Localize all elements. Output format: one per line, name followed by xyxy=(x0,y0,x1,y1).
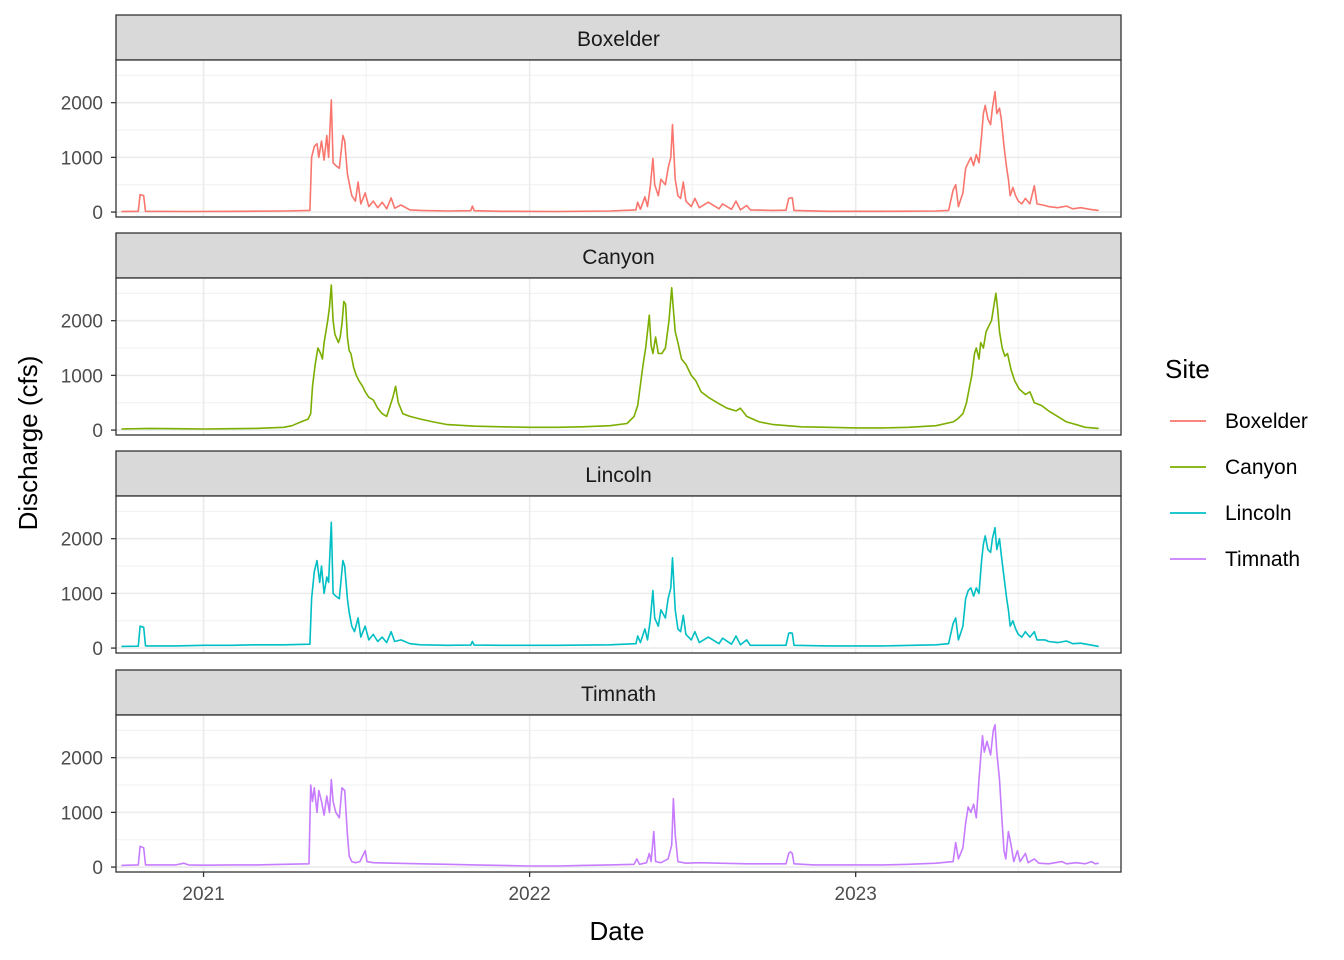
facet-panel-timnath: Timnath 0 1000 2000 xyxy=(61,669,1122,879)
legend: Site Boxelder Canyon Lincoln Timnath xyxy=(1165,354,1308,571)
series-line-boxelder xyxy=(121,90,1099,213)
y-tick-label: 2000 xyxy=(61,749,103,770)
facet-strip-canyon xyxy=(115,232,1122,279)
facet-strip-label-boxelder: Boxelder xyxy=(577,28,660,51)
y-tick-label: 1000 xyxy=(61,148,103,169)
y-tick-label: 0 xyxy=(92,858,103,879)
plot-background-lincoln xyxy=(116,496,1121,653)
plot-background-boxelder xyxy=(116,60,1121,217)
legend-entry-boxelder: Boxelder xyxy=(1170,410,1308,433)
facet-strip-label-lincoln: Lincoln xyxy=(585,464,652,487)
legend-entry-lincoln: Lincoln xyxy=(1170,502,1292,525)
legend-entry-timnath: Timnath xyxy=(1170,548,1300,571)
facet-strip-lincoln xyxy=(115,450,1122,497)
panel-border-boxelder xyxy=(115,59,1122,218)
gridlines-canyon xyxy=(116,278,1121,435)
y-tick-label: 1000 xyxy=(61,366,103,387)
legend-label-lincoln: Lincoln xyxy=(1225,502,1292,525)
facet-panel-canyon: Canyon 0 1000 2000 xyxy=(61,232,1122,442)
facet-strip-timnath xyxy=(115,669,1122,716)
gridlines-boxelder xyxy=(116,60,1121,217)
panel-border-timnath xyxy=(115,714,1122,873)
legend-label-canyon: Canyon xyxy=(1225,456,1297,479)
y-tick-label: 0 xyxy=(92,203,103,224)
y-tick-label: 1000 xyxy=(61,584,103,605)
facet-panel-lincoln: Lincoln 0 1000 2000 xyxy=(61,450,1122,660)
series-line-timnath xyxy=(121,724,1099,867)
y-tick-label: 0 xyxy=(92,421,103,442)
plot-background-timnath xyxy=(116,715,1121,872)
series-line-lincoln xyxy=(121,521,1099,648)
x-axis-title: Date xyxy=(590,916,645,946)
plot-background-canyon xyxy=(116,278,1121,435)
facet-panel-boxelder: Boxelder 0 1000 2000 xyxy=(61,14,1122,224)
y-tick-label: 2000 xyxy=(61,312,103,333)
facet-strip-label-canyon: Canyon xyxy=(582,246,654,269)
facet-panels: Boxelder 0 1000 2000 Canyon 0 1000 2000 Lincoln 0… xyxy=(61,14,1122,879)
panel-border-canyon xyxy=(115,277,1122,436)
y-tick-label: 0 xyxy=(92,639,103,660)
y-tick-label: 2000 xyxy=(61,94,103,115)
legend-label-timnath: Timnath xyxy=(1225,548,1300,571)
y-tick-label: 1000 xyxy=(61,803,103,824)
x-axis: 2021 2022 2023 xyxy=(182,872,877,905)
legend-entry-canyon: Canyon xyxy=(1170,456,1297,479)
facet-strip-label-timnath: Timnath xyxy=(581,683,656,706)
panel-border-lincoln xyxy=(115,495,1122,654)
x-tick-label: 2022 xyxy=(508,884,550,905)
x-tick-label: 2023 xyxy=(835,884,877,905)
series-line-canyon xyxy=(121,284,1099,430)
facet-strip-boxelder xyxy=(115,14,1122,61)
x-tick-label: 2021 xyxy=(182,884,224,905)
gridlines-lincoln xyxy=(116,496,1121,653)
legend-title: Site xyxy=(1165,354,1210,384)
y-axis-title: Discharge (cfs) xyxy=(13,356,43,531)
legend-label-boxelder: Boxelder xyxy=(1225,410,1308,433)
y-tick-label: 2000 xyxy=(61,530,103,551)
gridlines-timnath xyxy=(116,715,1121,872)
